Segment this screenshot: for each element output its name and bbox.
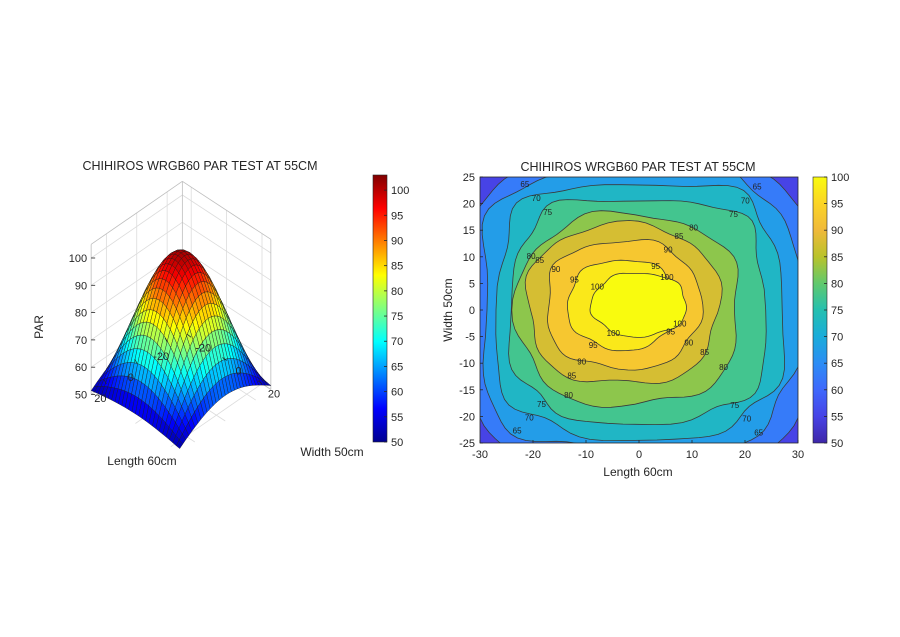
contour-label: 100: [591, 283, 605, 292]
colorbar-tick-label: 50: [831, 438, 843, 450]
y-tick-label: 5: [469, 278, 475, 290]
surface-x-label: Length 60cm: [107, 454, 176, 468]
colorbar-tick-label: 100: [831, 172, 849, 184]
contour-x-label: Length 60cm: [603, 465, 672, 479]
contour-label: 100: [607, 329, 621, 338]
y-tick-label: 0: [469, 305, 475, 317]
surface-colorbar-ticks: 50 55 60 65 70 75 80 85 90 95 100: [384, 185, 409, 449]
contour-label: 90: [551, 265, 560, 274]
y-tick-label: -25: [459, 438, 475, 450]
x-tick-label: 0: [128, 372, 134, 384]
x-tick-label: 0: [636, 449, 642, 461]
contour-label: 70: [742, 415, 751, 424]
colorbar-tick-label: 55: [831, 411, 843, 423]
y-tick-label: 10: [463, 252, 475, 264]
x-tick-label: 20: [739, 449, 751, 461]
x-tick-label: 30: [792, 449, 804, 461]
contour-fills: [458, 142, 820, 468]
contour-label: 85: [700, 348, 709, 357]
z-tick-label: 50: [75, 390, 87, 402]
y-tick-label: 15: [463, 225, 475, 237]
contour-label: 75: [537, 400, 546, 409]
colorbar-tick-label: 65: [391, 361, 403, 373]
colorbar-tick-label: 65: [831, 358, 843, 370]
colorbar-tick-label: 85: [391, 261, 403, 273]
y-tick-label: 25: [463, 172, 475, 184]
contour-colorbar-ticks: 100 95 90 85 80 75 70 65 60 55 50: [824, 172, 849, 450]
colorbar-tick-label: 80: [391, 286, 403, 298]
contour-label: 75: [730, 401, 739, 410]
contour-label: 80: [689, 224, 698, 233]
x-tick-label: -20: [153, 351, 169, 363]
x-tick-label: 20: [94, 393, 106, 405]
contour-label: 80: [719, 363, 728, 372]
contour-label: 100: [660, 273, 674, 282]
colorbar-tick-label: 50: [391, 437, 403, 449]
contour-chart: CHIHIROS WRGB60 PAR TEST AT 55CM 65 65 65 6…: [441, 142, 849, 479]
contour-label: 70: [525, 413, 534, 422]
y-tick-label: 0: [236, 366, 242, 378]
contour-label: 65: [754, 428, 763, 437]
colorbar-tick-label: 70: [831, 332, 843, 344]
x-tick-label: -10: [578, 449, 594, 461]
colorbar-tick-label: 75: [831, 305, 843, 317]
colorbar-tick-label: 90: [391, 235, 403, 247]
y-tick-label: -15: [459, 385, 475, 397]
contour-label: 90: [684, 339, 693, 348]
colorbar-tick-label: 95: [831, 199, 843, 211]
x-tick-label: -20: [525, 449, 541, 461]
colorbar-tick-label: 95: [391, 210, 403, 222]
colorbar-tick-label: 80: [831, 278, 843, 290]
z-tick-label: 80: [75, 308, 87, 320]
contour-label: 65: [513, 427, 522, 436]
y-tick-label: -5: [465, 332, 475, 344]
contour-label: 85: [567, 371, 576, 380]
z-tick-label: 100: [69, 253, 87, 265]
z-tick-label: 60: [75, 362, 87, 374]
contour-label: 70: [741, 196, 750, 205]
y-tick-label: -20: [195, 342, 211, 354]
contour-label: 70: [532, 194, 541, 203]
z-tick-label: 70: [75, 335, 87, 347]
contour-title: CHIHIROS WRGB60 PAR TEST AT 55CM: [520, 160, 755, 174]
y-tick-label: -10: [459, 358, 475, 370]
colorbar-tick-label: 55: [391, 412, 403, 424]
colorbar-tick-label: 85: [831, 252, 843, 264]
x-tick-label: -30: [472, 449, 488, 461]
y-tick-label: 20: [463, 199, 475, 211]
y-tick-label: 20: [268, 389, 280, 401]
surface-title: CHIHIROS WRGB60 PAR TEST AT 55CM: [82, 159, 317, 173]
contour-y-label: Width 50cm: [441, 278, 455, 341]
contour-label: 75: [729, 210, 738, 219]
contour-label: 80: [564, 391, 573, 400]
colorbar-tick-label: 60: [391, 387, 403, 399]
contour-label: 65: [520, 180, 529, 189]
contour-label: 95: [589, 341, 598, 350]
contour-label: 75: [543, 208, 552, 217]
colorbar-tick-label: 75: [391, 311, 403, 323]
surface-mesh: [91, 250, 271, 449]
contour-label: 90: [577, 357, 586, 366]
z-tick-label: 90: [75, 280, 87, 292]
x-tick-label: 10: [686, 449, 698, 461]
contour-label: 85: [675, 232, 684, 241]
surface-chart: CHIHIROS WRGB60 PAR TEST AT 55CM 50 60 70 8…: [32, 159, 409, 468]
colorbar-tick-label: 100: [391, 185, 409, 197]
contour-label: 85: [535, 256, 544, 265]
colorbar-tick-label: 60: [831, 385, 843, 397]
surface-y-label: Width 50cm: [300, 445, 363, 459]
contour-label: 95: [651, 262, 660, 271]
contour-label: 95: [570, 275, 579, 284]
contour-label: 65: [753, 183, 762, 192]
colorbar-tick-label: 90: [831, 225, 843, 237]
contour-label: 95: [666, 328, 675, 337]
colorbar-tick-label: 70: [391, 336, 403, 348]
contour-label: 100: [673, 320, 687, 329]
contour-label: 90: [664, 246, 673, 255]
y-tick-label: -20: [459, 411, 475, 423]
surface-z-label: PAR: [32, 315, 46, 339]
